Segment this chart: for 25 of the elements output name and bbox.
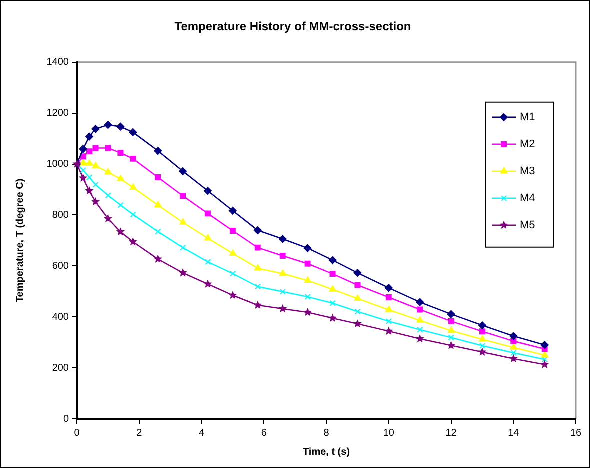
x-tick-label: 6 <box>261 428 268 439</box>
y-axis-title: Temperature, T (degree C) <box>14 178 26 303</box>
x-tick-label: 0 <box>74 428 80 439</box>
y-tick-label: 0 <box>63 414 70 425</box>
y-tick-label: 1200 <box>46 108 70 120</box>
legend-label: M2 <box>520 138 536 150</box>
y-tick-label: 400 <box>52 312 70 323</box>
y-tick-label: 1000 <box>46 159 70 170</box>
y-tick-label: 600 <box>52 260 70 272</box>
legend-label: M4 <box>520 192 536 204</box>
x-tick-label: 14 <box>508 428 520 439</box>
x-axis-title: Time, t (s) <box>302 446 350 458</box>
x-tick-label: 8 <box>324 428 330 439</box>
legend-label: M3 <box>520 165 536 178</box>
x-tick-label: 16 <box>570 428 582 439</box>
x-tick-label: 4 <box>198 428 205 439</box>
x-tick-label: 10 <box>383 428 395 439</box>
y-tick-label: 1400 <box>46 57 70 68</box>
legend-label: M1 <box>520 111 536 124</box>
y-tick-label: 200 <box>52 362 70 374</box>
x-tick-label: 12 <box>446 428 458 439</box>
y-tick-label: 800 <box>52 210 70 221</box>
x-tick-label: 2 <box>136 428 143 439</box>
chart-title: Temperature History of MM-cross-section <box>174 20 412 34</box>
legend-label: M5 <box>520 219 536 232</box>
